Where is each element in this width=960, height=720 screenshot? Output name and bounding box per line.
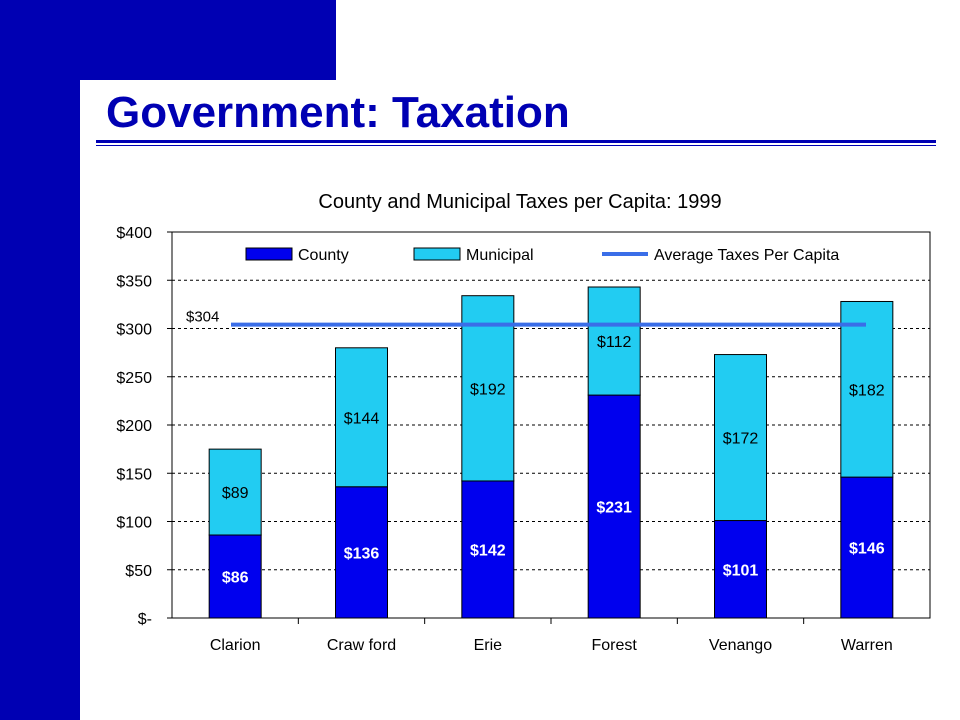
bar-municipal (714, 354, 767, 522)
y-tick-label: $300 (116, 322, 152, 339)
bar-county (208, 534, 262, 619)
y-tick-label: $400 (116, 225, 152, 242)
y-tick-label: $150 (116, 466, 152, 483)
y-tick-label: $350 (116, 273, 152, 290)
bar-municipal (587, 286, 641, 396)
x-axis: Clarion Craw ford Erie Forest Venango Warren (210, 618, 893, 654)
bar-county (840, 476, 894, 619)
data-label-county: $86 (222, 570, 249, 587)
bar-county (587, 394, 641, 619)
average-line-group: $304 (186, 309, 866, 327)
bar-county (714, 520, 767, 619)
gridlines (171, 231, 931, 619)
y-tick-label: $50 (125, 563, 152, 580)
bar-municipal (335, 347, 388, 488)
x-tick-label: Forest (591, 637, 637, 654)
data-label-municipal: $192 (470, 381, 506, 398)
average-line-label: $304 (186, 309, 219, 326)
legend-swatch-municipal (413, 247, 461, 261)
bar-county (335, 486, 388, 619)
y-tick-label: $200 (116, 418, 152, 435)
data-label-municipal: $89 (222, 485, 249, 502)
title-underline-thin (96, 145, 936, 146)
data-label-municipal: $144 (344, 410, 380, 427)
data-label-county: $146 (849, 541, 885, 558)
bar-municipal (208, 448, 262, 536)
legend-label-municipal: Municipal (466, 247, 534, 264)
data-label-county: $136 (344, 545, 380, 562)
y-tick-label: $- (138, 611, 152, 628)
data-label-municipal: $112 (597, 334, 632, 351)
x-tick-label: Clarion (210, 637, 261, 654)
data-label-municipal: $182 (849, 382, 885, 399)
bar-municipal (840, 300, 894, 478)
legend: County Municipal Average Taxes Per Capita (245, 247, 839, 264)
legend-swatch-county (245, 247, 293, 261)
title-underline (96, 140, 936, 143)
x-tick-label: Venango (709, 637, 772, 654)
x-tick-label: Erie (474, 637, 503, 654)
y-axis: $- $50 $100 $150 $200 $250 $300 $350 $400 (116, 225, 172, 628)
data-label-county: $142 (470, 542, 506, 559)
x-tick-label: Warren (841, 637, 893, 654)
chart-title: County and Municipal Taxes per Capita: 1… (318, 191, 721, 213)
slide-title: Government: Taxation (106, 88, 570, 137)
frame-left-band (0, 0, 80, 720)
y-tick-label: $100 (116, 515, 152, 532)
legend-label-average: Average Taxes Per Capita (654, 247, 839, 264)
data-label-county: $101 (723, 562, 759, 579)
x-tick-label: Craw ford (327, 637, 396, 654)
data-label-county: $231 (596, 500, 632, 517)
bars: $86 $89 $136 $144 $142 $192 $231 $112 $101 $172 $1… (208, 286, 894, 619)
data-label-municipal: $172 (723, 431, 759, 448)
legend-label-county: County (298, 247, 349, 264)
bar-county (461, 480, 515, 619)
y-tick-label: $250 (116, 370, 152, 387)
tax-chart: County and Municipal Taxes per Capita: 1… (116, 191, 931, 654)
